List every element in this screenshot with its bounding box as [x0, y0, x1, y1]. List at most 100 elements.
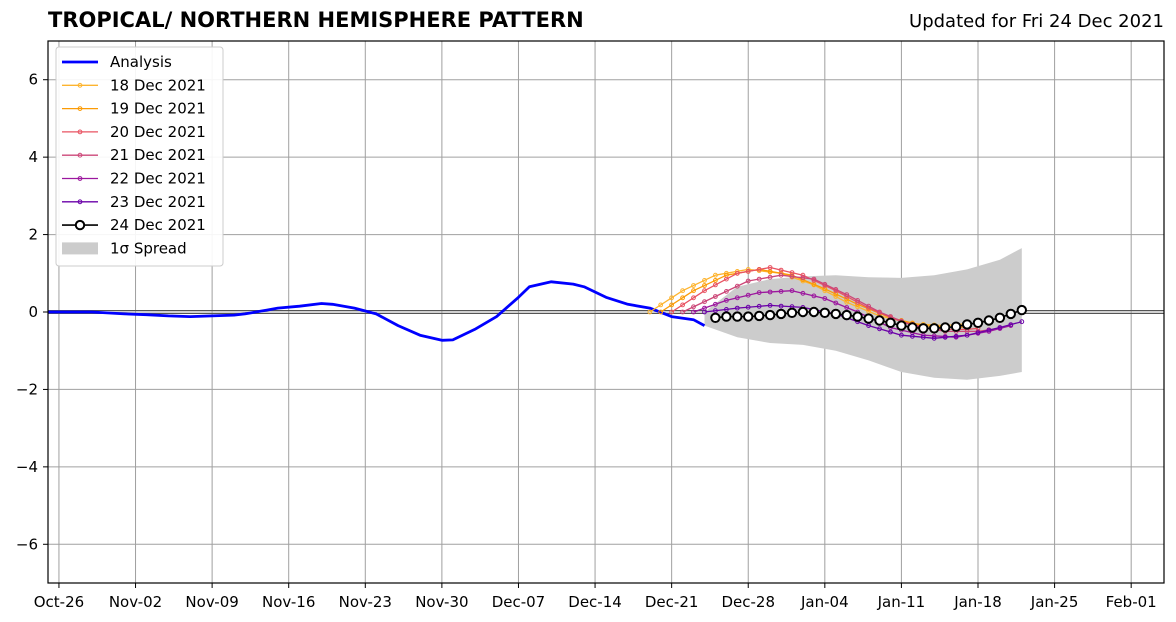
y-tick-label: 2 [28, 226, 38, 244]
forecast-24-dec-2021-point [896, 320, 907, 331]
forecast-19-dec-2021-point [680, 295, 685, 301]
forecast-20-dec-2021-point [778, 267, 784, 273]
forecast-19-dec-2021-point [691, 288, 696, 294]
forecast-24-dec-2021-point [961, 319, 973, 330]
legend-spread-label: 1σ Spread [110, 239, 187, 257]
forecast-21-dec-2021-point [767, 274, 773, 280]
forecast-24-dec-2021-point [754, 310, 765, 322]
x-tick-label: Feb-01 [1106, 593, 1157, 611]
y-tick-label: 6 [28, 71, 38, 89]
forecast-23-dec-2021-point [953, 333, 959, 339]
forecast-21-dec-2021-point [866, 303, 871, 309]
legend-series-label: 20 Dec 2021 [110, 123, 206, 141]
legend-series-label: 18 Dec 2021 [110, 76, 206, 94]
forecast-24-dec-2021-point [885, 317, 896, 328]
x-tick-label: Dec-07 [492, 593, 546, 611]
legend-series-marker [77, 106, 83, 111]
forecast-24-dec-2021-point [972, 317, 984, 328]
forecast-23-dec-2021-point [767, 303, 773, 308]
legend-series-marker [77, 152, 83, 158]
forecast-24-dec-2021-point [907, 322, 918, 333]
forecast-21-dec-2021-point [833, 287, 839, 292]
x-tick-label: Oct-26 [34, 593, 84, 611]
x-tick-label: Nov-16 [262, 593, 315, 611]
forecast-22-dec-2021-point [756, 290, 762, 296]
forecast-21-dec-2021-point [855, 298, 860, 303]
forecast-21-dec-2021-point [877, 309, 882, 315]
y-tick-label: −2 [16, 380, 38, 398]
forecast-18-dec-2021-point [658, 302, 664, 308]
forecast-21-dec-2021-point [844, 292, 850, 298]
forecast-23-dec-2021-point [1019, 319, 1025, 325]
forecast-24-dec-2021-point [830, 308, 841, 320]
forecast-24-dec-2021-point [819, 307, 830, 318]
forecast-23-dec-2021-point [910, 333, 915, 339]
forecast-18-dec-2021-point [713, 272, 718, 278]
forecast-20-dec-2021-point [745, 269, 751, 274]
forecast-24-dec-2021-point [764, 309, 776, 321]
forecast-24-dec-2021-point [874, 315, 885, 326]
forecast-22-dec-2021-point [789, 288, 795, 294]
forecast-19-dec-2021-point [669, 302, 674, 308]
forecast-24-dec-2021-point [775, 308, 787, 320]
forecast-24-dec-2021-point [808, 306, 820, 318]
forecast-21-dec-2021-point [822, 281, 828, 287]
x-tick-label: Nov-02 [109, 593, 162, 611]
forecast-21-dec-2021-point [734, 283, 740, 289]
forecast-22-dec-2021-point [713, 301, 718, 307]
forecast-22-dec-2021-point [724, 298, 729, 303]
forecast-21-dec-2021-point [789, 274, 795, 279]
forecast-22-dec-2021-point [778, 289, 784, 294]
forecast-23-dec-2021-point [756, 303, 762, 309]
forecast-24-dec-2021-point [852, 311, 863, 322]
forecast-23-dec-2021-point [1008, 322, 1014, 328]
forecast-20-dec-2021-point [767, 265, 773, 270]
forecast-24-dec-2021-point [743, 311, 754, 322]
forecast-20-dec-2021-point [680, 302, 685, 308]
forecast-23-dec-2021-point [931, 335, 937, 341]
forecast-18-dec-2021-point [691, 283, 696, 288]
legend-series-label: 22 Dec 2021 [110, 170, 206, 188]
forecast-23-dec-2021-point [702, 309, 707, 315]
forecast-22-dec-2021-point [844, 305, 850, 310]
forecast-22-dec-2021-point [734, 295, 740, 301]
x-tick-label: Nov-09 [185, 593, 238, 611]
forecast-21-dec-2021-point [724, 289, 729, 294]
forecast-20-dec-2021-point [713, 282, 718, 288]
forecast-23-dec-2021-point [745, 304, 751, 310]
forecast-24-dec-2021-point [863, 313, 874, 324]
x-tick-label: Jan-18 [953, 593, 1002, 611]
legend-box [55, 46, 224, 267]
forecast-21-dec-2021-point [745, 278, 751, 284]
forecast-21-dec-2021-point [702, 299, 707, 305]
forecast-18-dec-2021-point [669, 295, 674, 301]
x-tick-label: Dec-28 [721, 593, 775, 611]
forecast-19-dec-2021-point [833, 291, 839, 297]
legend-series-marker [77, 199, 83, 205]
legend-spread-swatch [62, 242, 98, 255]
chart-subtitle: Updated for Fri 24 Dec 2021 [909, 11, 1164, 32]
forecast-23-dec-2021-point [888, 329, 893, 335]
legend-series-label: 21 Dec 2021 [110, 146, 206, 164]
forecast-20-dec-2021-point [756, 267, 762, 272]
forecast-20-dec-2021-point [691, 295, 696, 301]
forecast-22-dec-2021-point [800, 290, 806, 296]
forecast-23-dec-2021-point [942, 334, 948, 340]
forecast-24-dec-2021-point [950, 321, 962, 332]
y-tick-label: −4 [16, 458, 38, 476]
forecast-24-dec-2021-point [732, 311, 743, 322]
chart-title: TROPICAL/ NORTHERN HEMISPHERE PATTERN [48, 8, 584, 32]
forecast-22-dec-2021-point [745, 292, 751, 298]
forecast-23-dec-2021-point [899, 332, 904, 338]
forecast-20-dec-2021-point [724, 276, 729, 282]
forecast-21-dec-2021-point [756, 276, 762, 282]
x-tick-label: Nov-30 [415, 593, 468, 611]
forecast-24-dec-2021-point [797, 306, 809, 318]
forecast-21-dec-2021-point [800, 275, 806, 281]
forecast-24-dec-2021-point [1005, 308, 1016, 320]
forecast-21-dec-2021-point [713, 294, 718, 299]
forecast-19-dec-2021-point [713, 278, 718, 283]
legend-series-label: 24 Dec 2021 [110, 216, 206, 234]
forecast-19-dec-2021-point [822, 286, 828, 292]
